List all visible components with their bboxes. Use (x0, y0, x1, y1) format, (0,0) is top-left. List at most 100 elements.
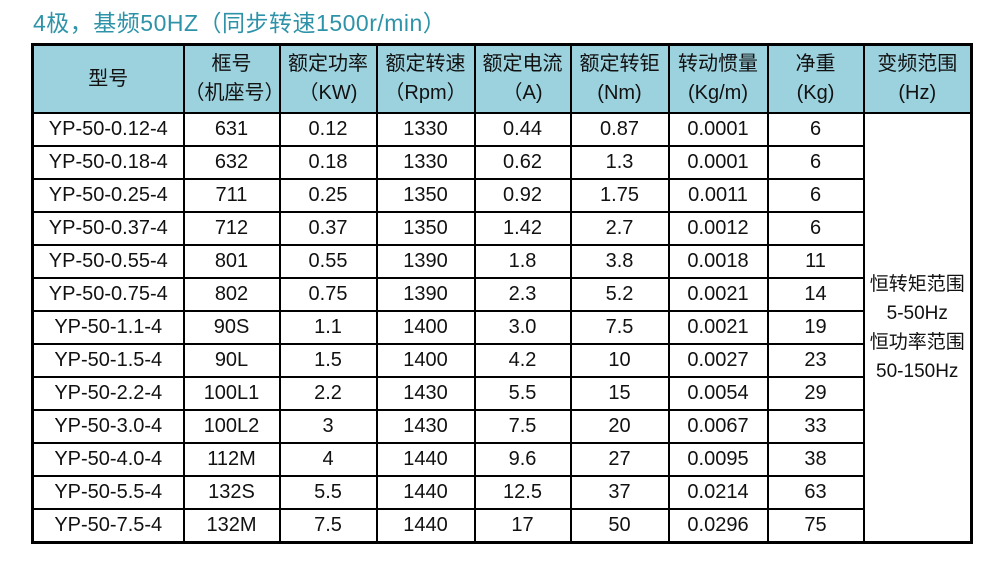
table-cell: 6 (766, 145, 865, 180)
table-cell: 0.0296 (667, 508, 769, 544)
header-model: 型号 (31, 43, 185, 114)
table-cell: 1440 (375, 475, 476, 510)
table-cell: 0.0027 (667, 343, 769, 378)
header-frequency-range: 变频范围 (Hz) (862, 43, 973, 114)
table-cell: 11 (766, 244, 865, 279)
table-cell: 27 (569, 442, 670, 477)
table-cell: 6 (766, 178, 865, 213)
header-rated-power: 额定功率 （KW) (278, 43, 378, 114)
frequency-range-note-line: 50-150Hz (876, 360, 959, 382)
motor-spec-table: 型号 框号 （机座号） 额定功率 （KW) 额定转速 （Rpm） 额定电流 （A… (31, 43, 973, 544)
table-cell: 63 (766, 475, 865, 510)
table-cell: 1390 (375, 277, 476, 312)
table-cell: 7.5 (569, 310, 670, 345)
table-cell: 0.44 (473, 112, 572, 147)
table-cell: 0.18 (278, 145, 378, 180)
table-cell: 100L1 (182, 376, 281, 411)
table-row: YP-50-0.75-4 802 0.75 1390 2.3 5.2 0.0021 14 (31, 277, 972, 312)
table-cell: 1.42 (473, 211, 572, 246)
page-title: 4极，基频50HZ（同步转速1500r/min） (33, 10, 447, 36)
table-cell: 0.0011 (667, 178, 769, 213)
model-cell: YP-50-4.0-4 (31, 442, 185, 477)
header-net-weight: 净重 (Kg) (766, 43, 865, 114)
table-cell: 132M (182, 508, 281, 544)
table-cell: 0.75 (278, 277, 378, 312)
table-row: YP-50-3.0-4 100L2 3 1430 7.5 20 0.0067 33 (31, 409, 972, 444)
table-cell: 1.3 (569, 145, 670, 180)
table-cell: 6 (766, 211, 865, 246)
table-cell: 0.0054 (667, 376, 769, 411)
table-cell: 7.5 (278, 508, 378, 544)
table-cell: 0.87 (569, 112, 670, 147)
table-cell: 0.0012 (667, 211, 769, 246)
model-cell: YP-50-0.37-4 (31, 211, 185, 246)
table-cell: 0.0095 (667, 442, 769, 477)
table-cell: 12.5 (473, 475, 572, 510)
table-cell: 0.0214 (667, 475, 769, 510)
table-cell: 801 (182, 244, 281, 279)
table-cell: 0.0067 (667, 409, 769, 444)
table-cell: 1400 (375, 343, 476, 378)
model-cell: YP-50-2.2-4 (31, 376, 185, 411)
table-cell: 5.5 (473, 376, 572, 411)
table-cell: 712 (182, 211, 281, 246)
model-cell: YP-50-3.0-4 (31, 409, 185, 444)
header-rated-speed: 额定转速 （Rpm） (375, 43, 476, 114)
model-cell: YP-50-0.12-4 (31, 112, 185, 147)
table-cell: 90S (182, 310, 281, 345)
table-cell: 0.92 (473, 178, 572, 213)
table-cell: 0.25 (278, 178, 378, 213)
header-rated-current: 额定电流 （A) (473, 43, 572, 114)
table-cell: 33 (766, 409, 865, 444)
table-cell: 10 (569, 343, 670, 378)
table-row: YP-50-4.0-4 112M 4 1440 9.6 27 0.0095 38 (31, 442, 972, 477)
header-row: 型号 框号 （机座号） 额定功率 （KW) 额定转速 （Rpm） 额定电流 （A… (31, 43, 973, 114)
table-cell: 90L (182, 343, 281, 378)
table-cell: 3.0 (473, 310, 572, 345)
table-cell: 1.5 (278, 343, 378, 378)
model-cell: YP-50-1.1-4 (31, 310, 185, 345)
table-cell: 0.55 (278, 244, 378, 279)
table-row: YP-50-0.55-4 801 0.55 1390 1.8 3.8 0.0018 11 (31, 244, 972, 279)
table-row: YP-50-0.12-4 631 0.12 1330 0.44 0.87 0.0001 6 恒转… (31, 112, 973, 544)
table-cell: 0.0021 (667, 310, 769, 345)
table-cell: 1350 (375, 211, 476, 246)
table-cell: 0.12 (278, 112, 378, 147)
table-row: YP-50-7.5-4 132M 7.5 1440 17 50 0.0296 75 (31, 508, 972, 544)
table-cell: 2.7 (569, 211, 670, 246)
table-cell: 0.0021 (667, 277, 769, 312)
table-row: YP-50-1.5-4 90L 1.5 1400 4.2 10 0.0027 23 (31, 343, 972, 378)
table-cell: 2.2 (278, 376, 378, 411)
frequency-range-note-line: 5-50Hz (886, 302, 948, 324)
frequency-range-note-line: 恒转矩范围 (869, 273, 965, 295)
table-cell: 29 (766, 376, 865, 411)
table-cell: 50 (569, 508, 670, 544)
table-cell: 38 (766, 442, 865, 477)
table-row: YP-50-1.1-4 90S 1.1 1400 3.0 7.5 0.0021 19 (31, 310, 972, 345)
table-cell: 5.5 (278, 475, 378, 510)
table-cell: 19 (766, 310, 865, 345)
table-cell: 1330 (375, 145, 476, 180)
header-moment-of-inertia: 转动惯量 (Kg/m) (667, 43, 769, 114)
table-cell: 1390 (375, 244, 476, 279)
table-cell: 20 (569, 409, 670, 444)
table-cell: 1350 (375, 178, 476, 213)
table-cell: 1330 (375, 112, 476, 147)
table-cell: 5.2 (569, 277, 670, 312)
table-cell: 711 (182, 178, 281, 213)
table-cell: 23 (766, 343, 865, 378)
table-cell: 7.5 (473, 409, 572, 444)
model-cell: YP-50-0.55-4 (31, 244, 185, 279)
model-cell: YP-50-1.5-4 (31, 343, 185, 378)
table-row: YP-50-2.2-4 100L1 2.2 1430 5.5 15 0.0054 29 (31, 376, 972, 411)
table-row: YP-50-0.37-4 712 0.37 1350 1.42 2.7 0.0012 6 (31, 211, 972, 246)
table-cell: 75 (766, 508, 865, 544)
table-cell: 1.8 (473, 244, 572, 279)
table-cell: 3.8 (569, 244, 670, 279)
table-cell: 4 (278, 442, 378, 477)
table-cell: 0.62 (473, 145, 572, 180)
model-cell: YP-50-5.5-4 (31, 475, 185, 510)
table-cell: 0.0001 (667, 145, 769, 180)
table-row: YP-50-0.18-4 632 0.18 1330 0.62 1.3 0.0001 6 (31, 145, 972, 180)
